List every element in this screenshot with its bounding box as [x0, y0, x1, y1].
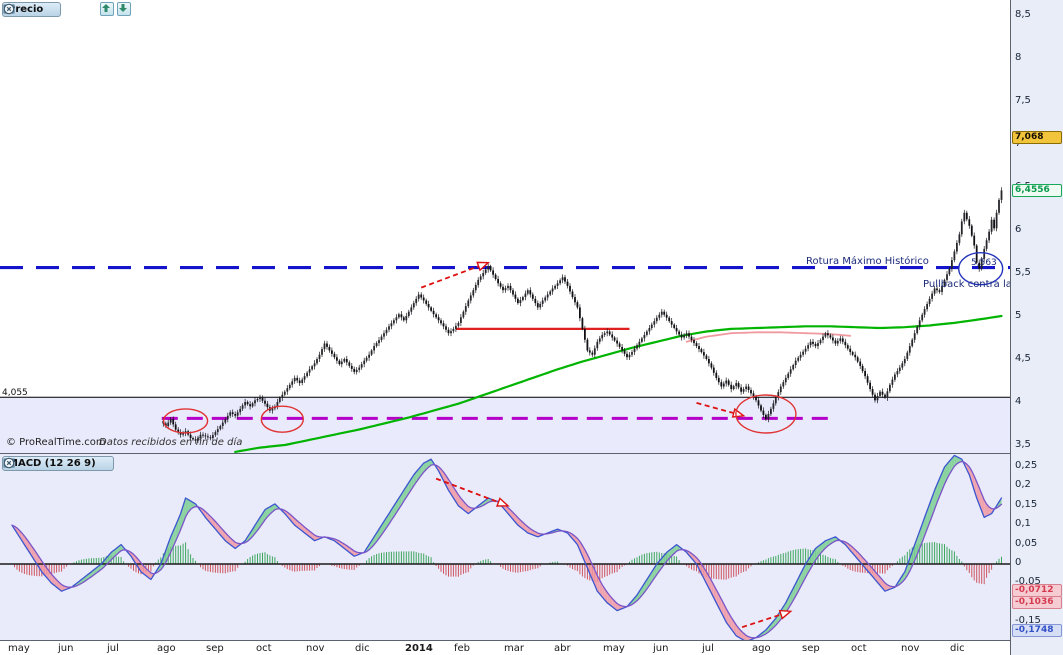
macd-title: MACD (12 26 9)	[8, 458, 96, 469]
macd-value-marker: -0,1036	[1012, 596, 1062, 609]
time-axis-label: oct	[256, 643, 272, 654]
copyright-text: © ProRealTime.com	[6, 437, 106, 448]
time-axis-label: ago	[752, 643, 771, 654]
data-notice-text: Datos recibidos en fin de día	[99, 437, 243, 448]
time-axis-label: sep	[802, 643, 820, 654]
price-axis-tick: 4	[1015, 396, 1022, 407]
macd-axis-tick: -0,15	[1015, 615, 1041, 626]
time-axis-label: jun	[653, 643, 669, 654]
level-4055-label: 4,055	[2, 388, 28, 398]
price-pane-title: Precio	[8, 4, 44, 15]
time-axis-label: dic	[355, 643, 370, 654]
annotation-pullback-text[interactable]: Pullback contra la r	[923, 279, 1010, 290]
macd-axis-tick: 0,1	[1015, 518, 1031, 529]
annotation-rotura-maximo-text[interactable]: Rotura Máximo Histórico	[806, 256, 929, 267]
price-level-marker: 7,068	[1012, 131, 1062, 144]
price-axis-tick: 7,5	[1015, 95, 1031, 106]
time-axis-label: abr	[554, 643, 571, 654]
time-axis-label: feb	[454, 643, 471, 654]
macd-axis-tick: -0,05	[1015, 576, 1041, 587]
time-axis[interactable]: may jun jul ago sep oct nov dic 2014 feb mar abr may…	[0, 640, 1010, 655]
price-level-marker: 6,4556	[1012, 184, 1062, 197]
time-axis-label: jul	[702, 643, 714, 654]
macd-toolbar: MACD (12 26 9)	[2, 456, 114, 471]
price-axis-column[interactable]: 8,587,576,565,554,543,50,250,20,150,10,0…	[1010, 0, 1063, 655]
time-axis-label: nov	[306, 643, 325, 654]
pane-move-up-button[interactable]	[100, 2, 114, 16]
time-axis-label: ago	[157, 643, 176, 654]
macd-axis-tick: 0	[1015, 557, 1022, 568]
pane-move-down-button[interactable]	[117, 2, 131, 16]
macd-axis-tick: 0,25	[1015, 460, 1038, 471]
time-axis-label: sep	[206, 643, 224, 654]
price-chart-pane[interactable]: Precio Rotura Máximo Histórico 5,563 Pul…	[0, 0, 1010, 453]
time-axis-label: may	[8, 643, 30, 654]
price-axis-tick: 3,5	[1015, 439, 1031, 450]
price-axis-tick: 6	[1015, 224, 1022, 235]
time-axis-label: oct	[851, 643, 867, 654]
price-axis-tick: 8	[1015, 52, 1022, 63]
price-axis-tick: 5,5	[1015, 267, 1031, 278]
macd-chart-canvas[interactable]	[0, 454, 1010, 640]
time-axis-label: mar	[504, 643, 524, 654]
time-axis-label: jul	[107, 643, 119, 654]
macd-axis-tick: 0,05	[1015, 538, 1038, 549]
annotation-rotura-value: 5,563	[971, 258, 997, 268]
price-axis-tick: 5	[1015, 310, 1022, 321]
price-pane-toolbar: Precio	[2, 2, 62, 17]
macd-value-marker: -0,1748	[1012, 624, 1062, 637]
macd-axis-tick: 0,2	[1015, 479, 1031, 490]
macd-axis-tick: 0,15	[1015, 499, 1038, 510]
time-axis-label: nov	[901, 643, 920, 654]
macd-pane[interactable]: MACD (12 26 9)	[0, 453, 1010, 640]
price-axis-tick: 4,5	[1015, 353, 1031, 364]
time-axis-label: dic	[950, 643, 965, 654]
price-axis-tick: 8,5	[1015, 9, 1031, 20]
price-chart-canvas[interactable]	[0, 0, 1010, 453]
time-axis-label: 2014	[405, 643, 433, 654]
time-axis-label: may	[603, 643, 625, 654]
time-axis-label: jun	[58, 643, 74, 654]
